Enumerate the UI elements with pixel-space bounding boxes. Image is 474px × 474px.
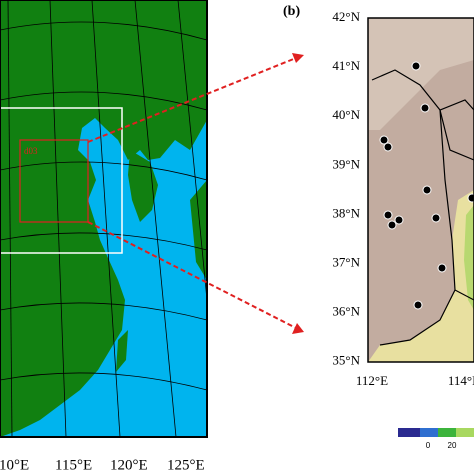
y-label: 38°N <box>332 205 360 220</box>
colorbar-cell <box>456 428 474 437</box>
axis-labels-b: 42°N 41°N 40°N 39°N 38°N 37°N 36°N 35°N 112°E 114… <box>332 9 474 388</box>
x-label: 115°E <box>55 457 92 473</box>
terrain-high <box>368 18 474 130</box>
domain-d02 <box>0 107 123 254</box>
lowland <box>464 205 474 310</box>
domain-label: d03 <box>24 146 38 156</box>
y-label: 39°N <box>332 156 360 171</box>
colorbar-cell <box>420 428 438 437</box>
colorbar-cell <box>438 428 456 437</box>
y-label: 37°N <box>332 254 360 269</box>
y-label: 42°N <box>332 9 360 24</box>
y-label: 35°N <box>332 353 360 368</box>
x-label: 120°E <box>110 457 148 473</box>
borders <box>371 69 474 346</box>
y-label: 40°N <box>332 107 360 122</box>
arrowhead <box>292 323 304 334</box>
map-b <box>367 17 474 363</box>
x-label: 110°E <box>0 457 29 473</box>
colorbar <box>398 428 474 437</box>
stations <box>379 61 474 310</box>
frame <box>367 17 474 363</box>
colorbar-cell <box>398 428 420 437</box>
x-label: 114°E <box>448 373 474 388</box>
arrowhead <box>292 53 304 63</box>
y-label: 41°N <box>332 58 360 73</box>
mainland <box>0 0 207 437</box>
plain <box>368 190 474 362</box>
panel-label: (b) <box>283 4 300 19</box>
x-label: 125°E <box>167 457 205 473</box>
domain-d03 <box>19 139 89 223</box>
colorbar-label: 0 <box>426 441 431 450</box>
y-label: 36°N <box>332 304 360 319</box>
frame <box>0 0 208 438</box>
zoom-arrows <box>87 57 297 329</box>
x-labels-a: 110°E 115°E 120°E 125°E <box>0 457 205 473</box>
colorbar-label: 20 <box>448 441 457 450</box>
x-label: 112°E <box>356 373 388 388</box>
taiwan <box>116 330 128 372</box>
map-a: d03 <box>0 0 208 438</box>
colorbar-labels: 0 20 <box>426 441 457 450</box>
